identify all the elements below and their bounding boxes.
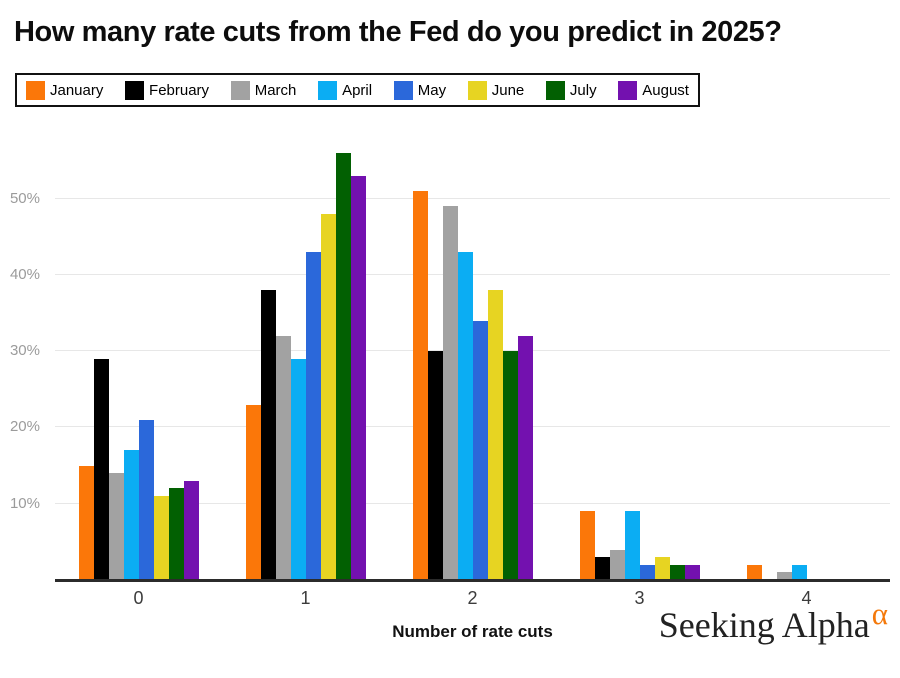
legend-swatch-icon (318, 80, 338, 100)
legend-item: April (318, 80, 373, 100)
bar-january (78, 465, 94, 580)
bar-groups (55, 130, 890, 580)
x-tick-label: 4 (801, 588, 812, 608)
bar-may (138, 419, 154, 580)
legend-item: July (545, 80, 597, 100)
legend-item: June (467, 80, 525, 100)
bar-january (245, 404, 261, 580)
y-tick-label: 40% (9, 265, 40, 283)
bar-july (502, 351, 518, 580)
legend-swatch-icon (125, 80, 145, 100)
bar-group (55, 130, 222, 580)
gridline (55, 273, 890, 275)
legend-swatch-icon (230, 80, 250, 100)
seeking-alpha-logo: Seeking Alphaα (658, 596, 888, 646)
bar-may (305, 252, 321, 580)
bar-february (594, 557, 610, 580)
legend-swatch-icon (618, 80, 638, 100)
bar-april (290, 358, 306, 580)
bar-february (260, 290, 276, 580)
bar-group (389, 130, 556, 580)
legend-label: May (417, 81, 447, 99)
bar-february (93, 358, 109, 580)
bar-group (556, 130, 723, 580)
bar-april (791, 564, 807, 580)
plot-area (55, 130, 890, 582)
bar-july (335, 152, 351, 580)
bar-may (639, 564, 655, 580)
bar-june (320, 213, 336, 580)
legend-swatch-icon (26, 80, 45, 100)
bar-august (684, 564, 700, 580)
legend-label: July (569, 81, 597, 99)
legend-swatch-icon (467, 80, 487, 100)
legend-item: February (125, 80, 210, 100)
y-axis-labels: 10% 20% 30% 40% 50% (0, 130, 47, 580)
x-axis-line (55, 579, 890, 582)
legend-label: August (642, 81, 689, 99)
y-tick-label: 20% (9, 418, 40, 436)
x-axis-tick-labels: 0 1 2 3 4 (55, 588, 890, 609)
legend-item: May (393, 80, 447, 100)
bar-march (609, 549, 625, 580)
bar-march (108, 473, 124, 580)
bar-january (412, 191, 428, 580)
bar-march (442, 206, 458, 580)
bar-january (746, 564, 762, 580)
legend-item: August (618, 80, 689, 100)
bar-january (579, 511, 595, 580)
x-axis-title: Number of rate cuts (392, 622, 553, 641)
bar-group (723, 130, 890, 580)
legend-label: April (342, 81, 373, 99)
legend-label: February (149, 81, 210, 99)
bar-june (153, 496, 169, 580)
bar-july (168, 488, 184, 580)
gridline (55, 197, 890, 199)
bar-july (669, 564, 685, 580)
bar-march (776, 572, 792, 580)
bar-april (457, 252, 473, 580)
x-tick-label: 1 (300, 588, 311, 608)
legend-item: January (26, 80, 104, 100)
y-tick-label: 10% (9, 494, 40, 512)
x-tick-label: 0 (133, 588, 144, 608)
alpha-symbol: α (871, 596, 888, 631)
seeking-alpha-wordmark: Seeking Alpha (658, 605, 870, 645)
bar-june (654, 557, 670, 580)
y-tick-label: 50% (9, 189, 40, 207)
bar-august (350, 175, 366, 580)
bar-june (487, 290, 503, 580)
bar-april (123, 450, 139, 580)
bar-april (624, 511, 640, 580)
legend: January February March April May June July Augu… (15, 73, 700, 107)
x-tick-label: 2 (467, 588, 478, 608)
y-tick-label: 30% (9, 342, 40, 360)
legend-swatch-icon (545, 80, 565, 100)
bar-february (427, 351, 443, 580)
legend-swatch-icon (393, 80, 413, 100)
bar-group (222, 130, 389, 580)
bar-may (472, 320, 488, 580)
legend-item: March (230, 80, 297, 100)
bar-august (183, 480, 199, 580)
bar-march (275, 335, 291, 580)
page-title: How many rate cuts from the Fed do you p… (14, 16, 782, 48)
legend-label: January (50, 81, 104, 99)
x-tick-label: 3 (634, 588, 645, 608)
bar-august (517, 335, 533, 580)
legend-label: March (254, 81, 297, 99)
legend-label: June (491, 81, 525, 99)
